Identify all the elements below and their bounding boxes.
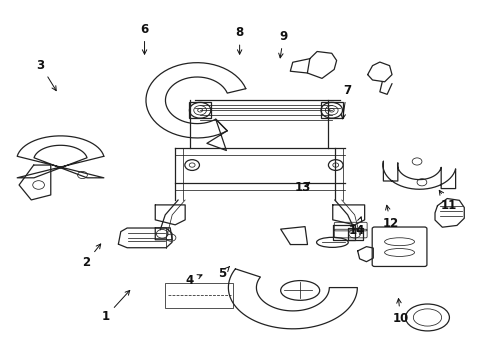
Text: 13: 13 (294, 181, 310, 194)
Text: 2: 2 (82, 244, 101, 269)
Text: 5: 5 (218, 266, 229, 280)
Text: 10: 10 (391, 298, 408, 325)
Text: 12: 12 (382, 205, 398, 230)
Text: 3: 3 (37, 59, 56, 91)
Text: 9: 9 (278, 30, 287, 58)
Bar (165, 283, 233, 307)
Text: 1: 1 (102, 291, 129, 324)
Text: 7: 7 (340, 84, 350, 119)
Text: 11: 11 (438, 190, 456, 212)
Text: 6: 6 (140, 23, 148, 54)
Text: 8: 8 (235, 27, 243, 54)
Text: 4: 4 (185, 274, 202, 287)
Text: 14: 14 (348, 217, 364, 237)
